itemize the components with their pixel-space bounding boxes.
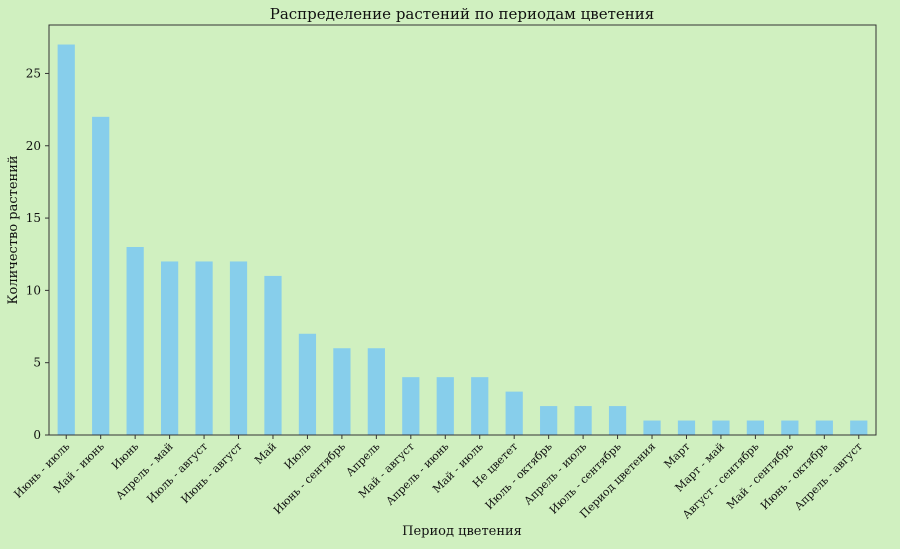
bar — [540, 406, 558, 435]
x-tick-label: Март — [662, 440, 693, 471]
bar — [505, 391, 523, 435]
chart-title: Распределение растений по периодам цвете… — [270, 5, 654, 23]
bar — [643, 420, 661, 435]
bar — [126, 246, 144, 435]
bar — [815, 420, 833, 435]
bar — [160, 261, 179, 435]
bar — [574, 406, 592, 435]
x-tick-label: Май — [252, 440, 279, 467]
plot-frame — [48, 24, 877, 436]
y-axis-label: Количество растений — [6, 155, 21, 304]
bar — [229, 261, 248, 435]
x-tick-label: Июнь - август — [179, 440, 245, 506]
bar — [367, 348, 385, 435]
x-axis-label: Период цветения — [402, 524, 522, 539]
bar — [746, 420, 765, 435]
bar — [677, 420, 696, 435]
bar — [608, 406, 627, 435]
x-tick-label: Июль — [282, 440, 314, 472]
y-tick-label: 0 — [33, 428, 41, 442]
x-tick-label: Апрель - июнь — [383, 440, 451, 508]
bar — [57, 44, 75, 436]
bar — [92, 116, 110, 435]
y-tick-label: 20 — [26, 139, 41, 153]
bar — [402, 377, 420, 435]
y-tick-label: 10 — [26, 283, 41, 297]
bar — [781, 420, 799, 435]
bar — [195, 261, 213, 435]
y-tick-label: 5 — [33, 356, 41, 370]
bar — [436, 377, 454, 435]
bar — [471, 377, 489, 435]
x-tick-label: Июнь — [109, 440, 141, 472]
bar — [333, 348, 351, 435]
y-tick-label: 15 — [26, 211, 41, 225]
y-tick-label: 25 — [26, 66, 41, 80]
x-tick-label: Апрель - июль — [521, 440, 589, 508]
bar — [712, 420, 730, 435]
bar — [264, 275, 282, 435]
bar — [298, 333, 317, 435]
x-tick-label: Июль - август — [144, 440, 210, 506]
bar — [850, 420, 868, 435]
